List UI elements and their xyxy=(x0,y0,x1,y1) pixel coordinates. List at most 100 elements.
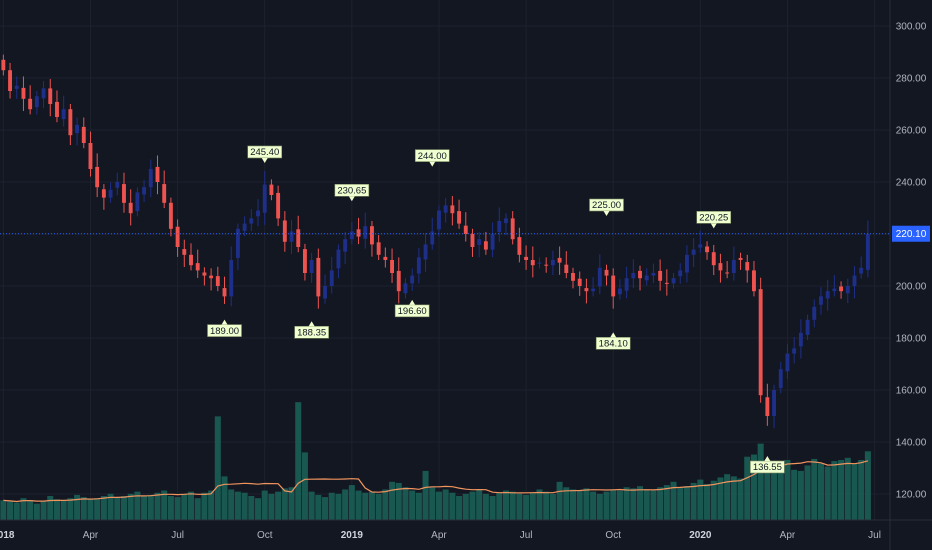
candle-body xyxy=(577,278,582,286)
candle-body xyxy=(128,202,133,214)
candle-body xyxy=(75,124,80,134)
candle-body xyxy=(457,211,462,224)
candle-body xyxy=(544,264,549,266)
candle-body xyxy=(497,221,502,232)
candle-body xyxy=(524,256,529,260)
volume-bar xyxy=(824,466,831,520)
candle-body xyxy=(88,143,93,169)
volume-bar xyxy=(295,402,302,520)
volume-bar xyxy=(402,487,409,520)
candle-body xyxy=(718,263,723,271)
volume-bar xyxy=(797,470,804,520)
volume-bar xyxy=(342,489,349,520)
annotation-above: 244.00 xyxy=(414,149,450,167)
candle-body xyxy=(504,218,508,224)
volume-bar xyxy=(623,487,630,520)
candle-body xyxy=(108,189,113,198)
volume-bar xyxy=(308,491,315,520)
annotation-label: 225.00 xyxy=(592,200,621,211)
annotation-pointer xyxy=(429,161,436,167)
candle-body xyxy=(309,260,314,273)
candle-body xyxy=(209,275,214,279)
volume-bar xyxy=(120,496,127,520)
volume-bar xyxy=(569,489,577,520)
annotation-below: 189.00 xyxy=(207,319,242,337)
volume-bar xyxy=(147,494,154,520)
annotation-pointer xyxy=(603,211,610,216)
volume-bar xyxy=(194,498,201,520)
price-tick-label: 180.00 xyxy=(896,334,927,345)
volume-bar xyxy=(288,487,295,520)
time-tick-label: Jul xyxy=(868,530,881,541)
annotation-above: 225.00 xyxy=(589,198,624,216)
candle-body xyxy=(14,85,19,89)
candle-body xyxy=(812,306,817,320)
annotation-pointer xyxy=(348,196,355,202)
candle-body xyxy=(731,260,736,273)
price-tick-label: 200.00 xyxy=(896,282,927,293)
volume-bar xyxy=(777,465,784,520)
candle-body xyxy=(658,270,663,281)
volume-bar xyxy=(744,456,751,520)
volume-bar xyxy=(409,490,416,520)
volume-bar xyxy=(683,486,690,520)
candle-body xyxy=(825,291,830,299)
price-tick-label: 240.00 xyxy=(896,178,927,189)
candle-body xyxy=(745,262,750,271)
volume-bar xyxy=(187,491,195,520)
volume-bar xyxy=(281,488,288,520)
candle-body xyxy=(819,296,823,305)
volume-bar xyxy=(724,474,731,520)
volume-bar xyxy=(80,497,87,520)
time-tick-label: 2018 xyxy=(0,530,15,541)
annotation-label: 196.60 xyxy=(398,306,427,317)
candle-body xyxy=(738,257,743,260)
candle-body xyxy=(845,286,850,294)
volume-bar xyxy=(704,484,711,520)
candle-body xyxy=(34,96,39,108)
volume-bar xyxy=(248,496,255,520)
candle-body xyxy=(557,257,562,263)
price-tick-label: 160.00 xyxy=(896,386,927,397)
volume-bar xyxy=(496,492,503,520)
high-low-annotations: 245.40 230.65 244.00 225.00 220.25 189.00 188.… xyxy=(207,145,785,474)
volume-bar xyxy=(100,496,107,520)
volume-bar xyxy=(456,496,463,520)
volume-bar xyxy=(838,460,845,520)
volume-bar xyxy=(208,490,215,520)
volume-bar xyxy=(831,461,838,520)
volume-bar xyxy=(858,460,865,520)
price-candles xyxy=(1,54,870,429)
candle-body xyxy=(865,234,870,270)
volume-bar xyxy=(489,496,496,520)
candle-body xyxy=(202,272,207,276)
price-tag-label: 220.10 xyxy=(896,229,927,240)
annotation-pointer xyxy=(710,223,717,229)
candle-body xyxy=(242,223,247,231)
candle-body xyxy=(122,184,126,203)
candle-body xyxy=(443,205,448,213)
candle-body xyxy=(356,229,361,237)
candle-body xyxy=(175,226,180,247)
volume-bar xyxy=(476,489,483,520)
volume-bar xyxy=(389,481,396,520)
annotation-above: 220.25 xyxy=(696,211,732,229)
volume-bar xyxy=(27,500,34,520)
time-tick-label: Apr xyxy=(431,530,447,541)
volume-bar xyxy=(637,486,644,520)
annotation-below: 188.35 xyxy=(294,321,329,339)
candle-body xyxy=(336,249,341,269)
volume-bar xyxy=(516,493,523,520)
candle-body xyxy=(530,260,535,266)
volume-bar xyxy=(864,451,871,520)
price-tick-label: 300.00 xyxy=(896,22,927,33)
annotation-pointer xyxy=(221,319,228,325)
candle-body xyxy=(671,278,676,284)
candle-body xyxy=(323,286,327,299)
volume-bar xyxy=(811,458,818,520)
candle-body xyxy=(249,218,254,224)
volume-bar xyxy=(851,463,858,520)
annotation-above: 245.40 xyxy=(247,145,283,163)
volume-bar xyxy=(657,487,664,520)
